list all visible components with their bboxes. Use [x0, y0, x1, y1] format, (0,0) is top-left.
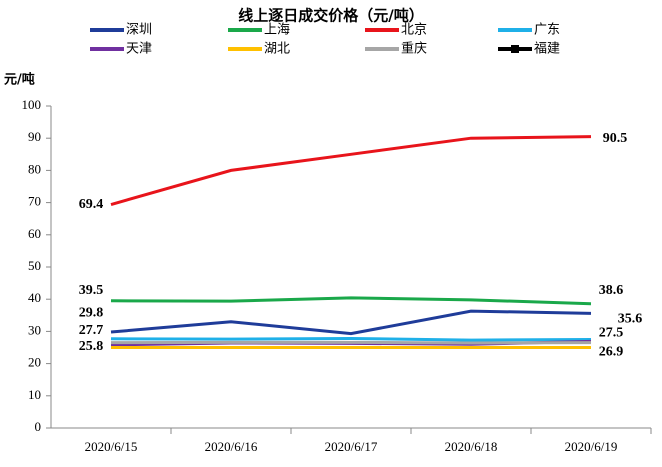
data-label: 27.5 — [599, 326, 624, 341]
x-tick-label: 2020/6/15 — [85, 439, 138, 454]
legend-label: 广东 — [534, 23, 560, 38]
series-line — [110, 309, 592, 336]
y-tick-label: 20 — [28, 355, 41, 370]
data-label: 90.5 — [603, 131, 628, 146]
data-label: 26.9 — [599, 345, 624, 360]
legend-label: 深圳 — [126, 23, 152, 38]
data-label: 38.6 — [599, 283, 624, 298]
legend-label: 湖北 — [264, 42, 290, 57]
y-tick-label: 50 — [28, 258, 41, 273]
data-label: 69.4 — [79, 197, 104, 212]
y-tick-label: 40 — [28, 290, 41, 305]
y-axis-label: 元/吨 — [4, 72, 35, 88]
legend-label: 重庆 — [401, 41, 427, 57]
series-line — [110, 340, 592, 345]
legend-label: 天津 — [126, 42, 152, 57]
y-tick-label: 60 — [28, 226, 41, 241]
series-line — [110, 336, 592, 342]
legend-label: 北京 — [401, 23, 427, 38]
x-tick-label: 2020/6/16 — [205, 439, 258, 454]
y-tick-label: 80 — [28, 161, 41, 176]
series-line — [110, 135, 592, 206]
data-label: 25.8 — [79, 339, 104, 354]
y-tick-label: 0 — [35, 419, 42, 434]
series-line — [110, 296, 592, 306]
y-tick-label: 100 — [22, 97, 42, 112]
y-tick-label: 70 — [28, 194, 41, 209]
legend-label: 福建 — [534, 42, 560, 57]
y-tick-label: 30 — [28, 322, 41, 337]
x-tick-label: 2020/6/17 — [325, 439, 378, 454]
y-tick-label: 90 — [28, 129, 41, 144]
data-label: 39.5 — [79, 283, 104, 298]
data-label: 27.7 — [79, 323, 104, 338]
data-label: 35.6 — [618, 312, 643, 327]
legend-label: 上海 — [264, 23, 290, 38]
legend-marker — [511, 45, 519, 53]
x-tick-label: 2020/6/19 — [565, 439, 618, 454]
y-tick-label: 10 — [28, 387, 41, 402]
chart-title: 线上逐日成交价格（元/吨） — [238, 7, 423, 25]
x-tick-label: 2020/6/18 — [445, 439, 498, 454]
data-label: 29.8 — [79, 305, 104, 320]
